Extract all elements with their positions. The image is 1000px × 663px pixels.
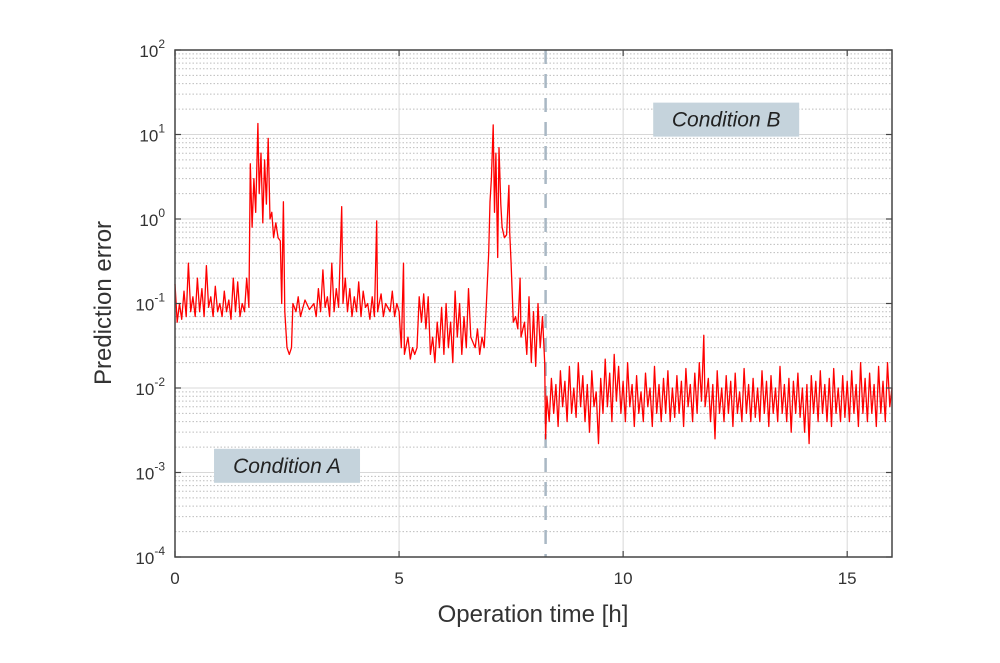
x-tick-label: 0	[170, 569, 179, 588]
y-tick-label: 10-3	[135, 460, 165, 484]
prediction-error-line	[174, 122, 893, 445]
y-tick-label: 101	[139, 122, 165, 146]
x-tick-label: 10	[614, 569, 633, 588]
annotation-box	[214, 448, 361, 483]
x-axis-label: Operation time [h]	[438, 601, 629, 628]
y-axis-label: Prediction error	[90, 221, 117, 385]
y-tick-label: 10-1	[135, 291, 165, 315]
y-tick-label: 100	[139, 206, 165, 230]
x-tick-label: 15	[838, 569, 857, 588]
grid	[175, 49, 892, 558]
annotation-box	[653, 102, 800, 137]
ticks: 10-4 10-3 10-2 10-1 100 101 102 0 5 10 15	[135, 37, 892, 588]
annotation-label: Condition B	[672, 109, 781, 132]
y-tick-label: 10-2	[135, 375, 165, 399]
annotations: Condition A Condition B	[214, 102, 800, 483]
annotation-label: Condition A	[233, 455, 341, 478]
y-tick-label: 10-4	[135, 544, 165, 568]
y-tick-label: 102	[139, 37, 165, 61]
x-tick-label: 5	[394, 569, 403, 588]
